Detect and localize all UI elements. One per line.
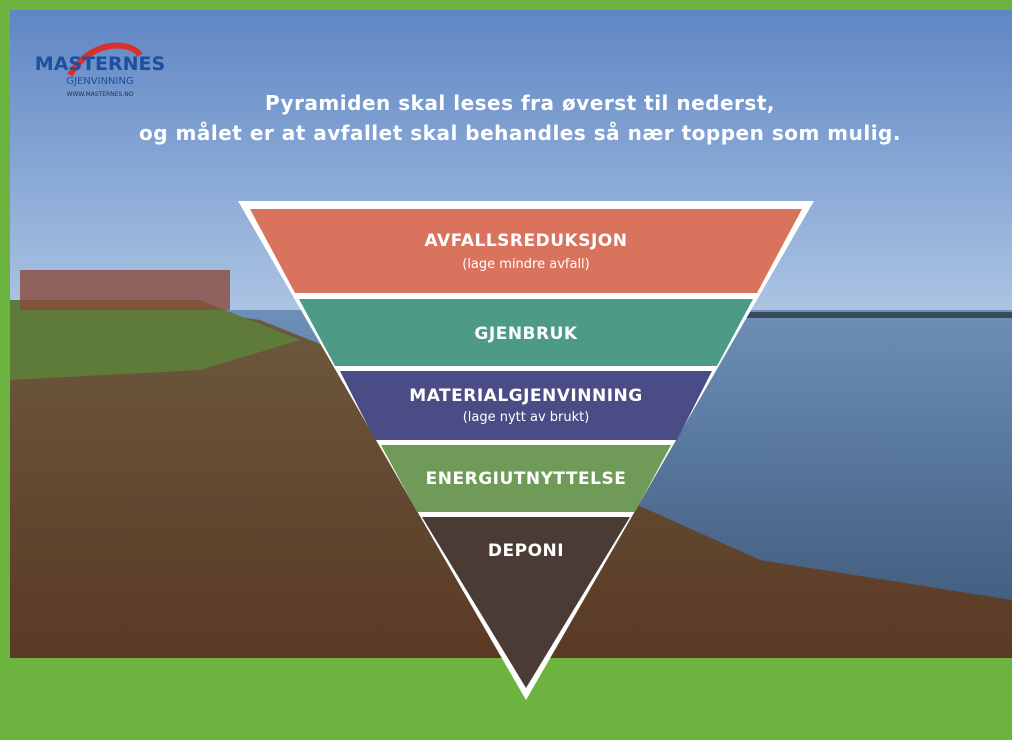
level-label: MATERIALGJENVINNING: [409, 386, 642, 406]
level-band: [340, 371, 712, 440]
level-note: (lage nytt av brukt): [463, 410, 590, 425]
level-band: [422, 517, 630, 688]
heading-line: Pyramiden skal leses fra øverst til nede…: [265, 91, 775, 115]
level-band: [381, 445, 671, 512]
logo-url: WWW.MASTERNES.NO: [67, 91, 134, 98]
level-band: [299, 299, 753, 366]
logo-swoosh: [67, 42, 143, 77]
houses: [20, 270, 230, 310]
level-label: AVFALLSREDUKSJON: [425, 231, 628, 251]
logo-tagline: GJENVINNING: [66, 76, 133, 87]
bridge: [740, 312, 1012, 318]
logo: MASTERNES GJENVINNING WWW.MASTERNES.NO: [35, 42, 165, 98]
grass: [10, 300, 300, 380]
level-band: [250, 209, 802, 293]
pyramid: AVFALLSREDUKSJON (lage mindre avfall) GJ…: [238, 201, 814, 700]
heading-line: og målet er at avfallet skal behandles s…: [139, 121, 901, 145]
level-note: (lage mindre avfall): [462, 257, 590, 272]
level-label: GJENBRUK: [474, 324, 577, 344]
level-label: ENERGIUTNYTTELSE: [426, 469, 627, 489]
level-label: DEPONI: [488, 541, 564, 561]
logo-name: MASTERNES: [35, 53, 165, 75]
